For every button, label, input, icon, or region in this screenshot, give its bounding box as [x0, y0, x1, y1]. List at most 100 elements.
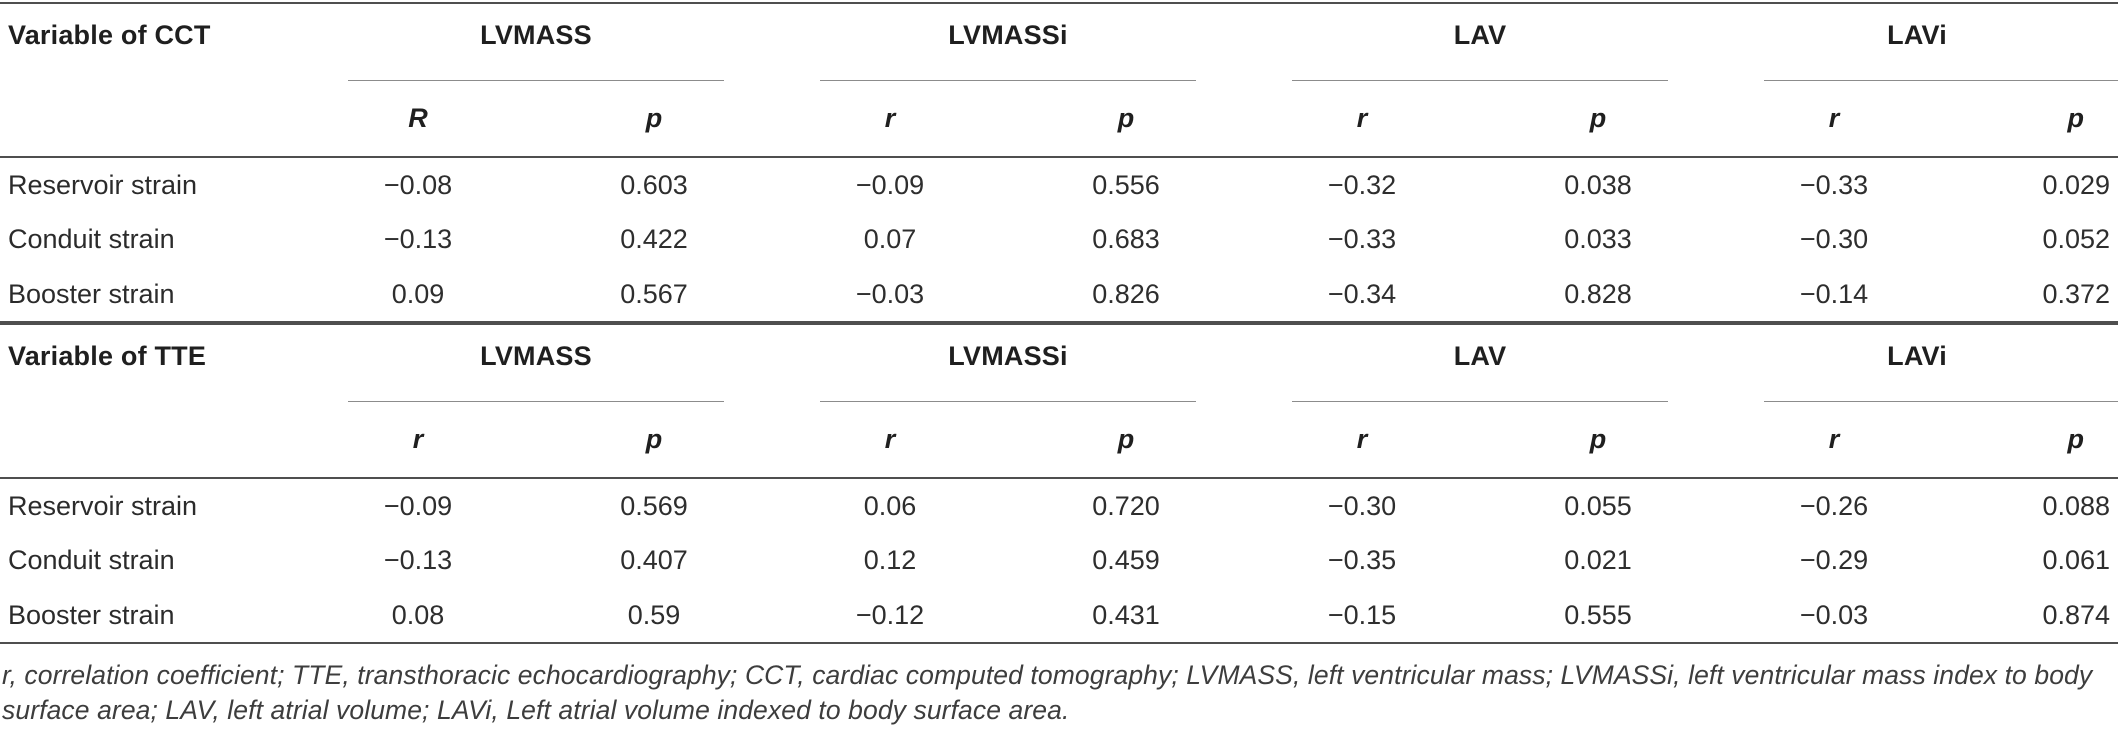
cell: 0.422 [620, 224, 688, 254]
cell: 0.683 [1092, 224, 1160, 254]
group-underline [1764, 80, 2118, 81]
cct-group-lvmassi: LVMASSi [772, 3, 1244, 81]
group-title-lvmassi: LVMASSi [948, 341, 1068, 371]
group-underline [348, 80, 724, 81]
group-title-lvmass: LVMASS [480, 341, 592, 371]
group-title-lavi: LAVi [1887, 341, 1947, 371]
cell: −0.13 [383, 545, 453, 575]
subheader-p: p [536, 402, 772, 479]
cell: 0.052 [2042, 224, 2111, 254]
cell: 0.06 [863, 490, 917, 521]
table-footnote: r, correlation coefficient; TTE, transth… [2, 660, 2093, 725]
tte-group-lav: LAV [1244, 324, 1716, 402]
cell: 0.055 [1564, 490, 1632, 521]
subheader-r: r [772, 402, 1008, 479]
table-row-booster-tte: Booster strain 0.08 0.59 −0.12 0.431 −0.… [0, 588, 2118, 644]
tte-group-lvmassi: LVMASSi [772, 324, 1244, 402]
cell: 0.372 [1952, 267, 2118, 323]
cell: 0.459 [1092, 545, 1160, 575]
cell: 0.828 [1480, 267, 1717, 323]
group-underline [1292, 80, 1669, 81]
cct-correlation-table: Variable of CCT LVMASS LVMASSi LAV LAVi [0, 2, 2118, 323]
table-row-reservoir-tte: Reservoir strain −0.09 0.569 0.06 0.720 … [0, 478, 2118, 533]
row-label: Reservoir strain [8, 169, 198, 200]
subheader-spacer [0, 402, 300, 479]
group-title-lvmass: LVMASS [480, 20, 592, 50]
cell: −0.09 [855, 169, 925, 200]
cell: −0.29 [1799, 545, 1869, 575]
subheader-p: p [536, 81, 772, 158]
subheader-r: r [1716, 81, 1953, 158]
cell: −0.14 [1716, 267, 1953, 323]
subheader-p: p [1480, 81, 1717, 158]
subheader-r: R [300, 81, 536, 158]
row-label: Booster strain [0, 267, 300, 323]
cell: 0.555 [1480, 588, 1717, 644]
table-row-booster-cct: Booster strain 0.09 0.567 −0.03 0.826 −0… [0, 267, 2118, 323]
tte-group-header-row: Variable of TTE LVMASS LVMASSi LAV LAVi [0, 324, 2118, 402]
cell: −0.09 [383, 490, 453, 521]
cell: −0.35 [1327, 545, 1397, 575]
cct-section-title: Variable of CCT [8, 20, 211, 50]
cell: −0.33 [1327, 224, 1397, 254]
subheader-r: r [1244, 402, 1481, 479]
subheader-p: p [1480, 402, 1717, 479]
tte-subheader-row: r p r p r p r p [0, 402, 2118, 479]
group-underline [348, 401, 724, 402]
cell: −0.03 [772, 267, 1008, 323]
cell: 0.038 [1564, 169, 1632, 200]
tte-correlation-table: Variable of TTE LVMASS LVMASSi LAV LAVi [0, 323, 2118, 644]
cell: 0.603 [620, 169, 688, 200]
subheader-r: r [300, 402, 536, 479]
table-row-conduit-cct: Conduit strain −0.13 0.422 0.07 0.683 −0… [0, 212, 2118, 267]
subheader-p: p [1008, 81, 1245, 158]
row-label: Conduit strain [8, 224, 175, 254]
group-underline [820, 401, 1197, 402]
row-label: Booster strain [0, 588, 300, 644]
group-title-lavi: LAVi [1887, 20, 1947, 50]
table-row-reservoir-cct: Reservoir strain −0.08 0.603 −0.09 0.556… [0, 157, 2118, 212]
cct-group-lvmass: LVMASS [300, 3, 772, 81]
subheader-r: r [772, 81, 1008, 158]
cell: −0.26 [1799, 490, 1869, 521]
row-label: Reservoir strain [8, 490, 198, 521]
cell: −0.12 [772, 588, 1008, 644]
cct-group-lavi: LAVi [1716, 3, 2118, 81]
cell: 0.59 [536, 588, 772, 644]
table-row-conduit-tte: Conduit strain −0.13 0.407 0.12 0.459 −0… [0, 533, 2118, 588]
cell: 0.09 [300, 267, 536, 323]
cell: 0.033 [1564, 224, 1632, 254]
cct-group-lav: LAV [1244, 3, 1716, 81]
group-title-lav: LAV [1453, 20, 1507, 50]
subheader-spacer [0, 81, 300, 158]
cell: 0.569 [620, 490, 688, 521]
subheader-p: p [1008, 402, 1245, 479]
cell: 0.12 [863, 545, 917, 575]
cell: −0.03 [1716, 588, 1953, 644]
group-title-lav: LAV [1453, 341, 1507, 371]
group-underline [1292, 401, 1669, 402]
cell: −0.08 [383, 169, 453, 200]
cell: 0.088 [2042, 490, 2111, 521]
cell: −0.13 [383, 224, 453, 254]
cell: −0.15 [1244, 588, 1481, 644]
cell: −0.33 [1799, 169, 1869, 200]
cell: −0.34 [1244, 267, 1481, 323]
subheader-p: p [1952, 402, 2118, 479]
subheader-r: r [1244, 81, 1481, 158]
cct-group-header-row: Variable of CCT LVMASS LVMASSi LAV LAVi [0, 3, 2118, 81]
cell: 0.826 [1008, 267, 1245, 323]
cct-subheader-row: R p r p r p r p [0, 81, 2118, 158]
group-underline [1764, 401, 2118, 402]
cell: 0.021 [1564, 545, 1632, 575]
cell: −0.30 [1327, 490, 1397, 521]
cell: 0.567 [536, 267, 772, 323]
cell: 0.874 [1952, 588, 2118, 644]
tte-group-lavi: LAVi [1716, 324, 2118, 402]
cell: 0.407 [620, 545, 688, 575]
cell: −0.32 [1327, 169, 1397, 200]
cell: 0.720 [1092, 490, 1160, 521]
cell: 0.07 [863, 224, 917, 254]
cell: 0.431 [1008, 588, 1245, 644]
